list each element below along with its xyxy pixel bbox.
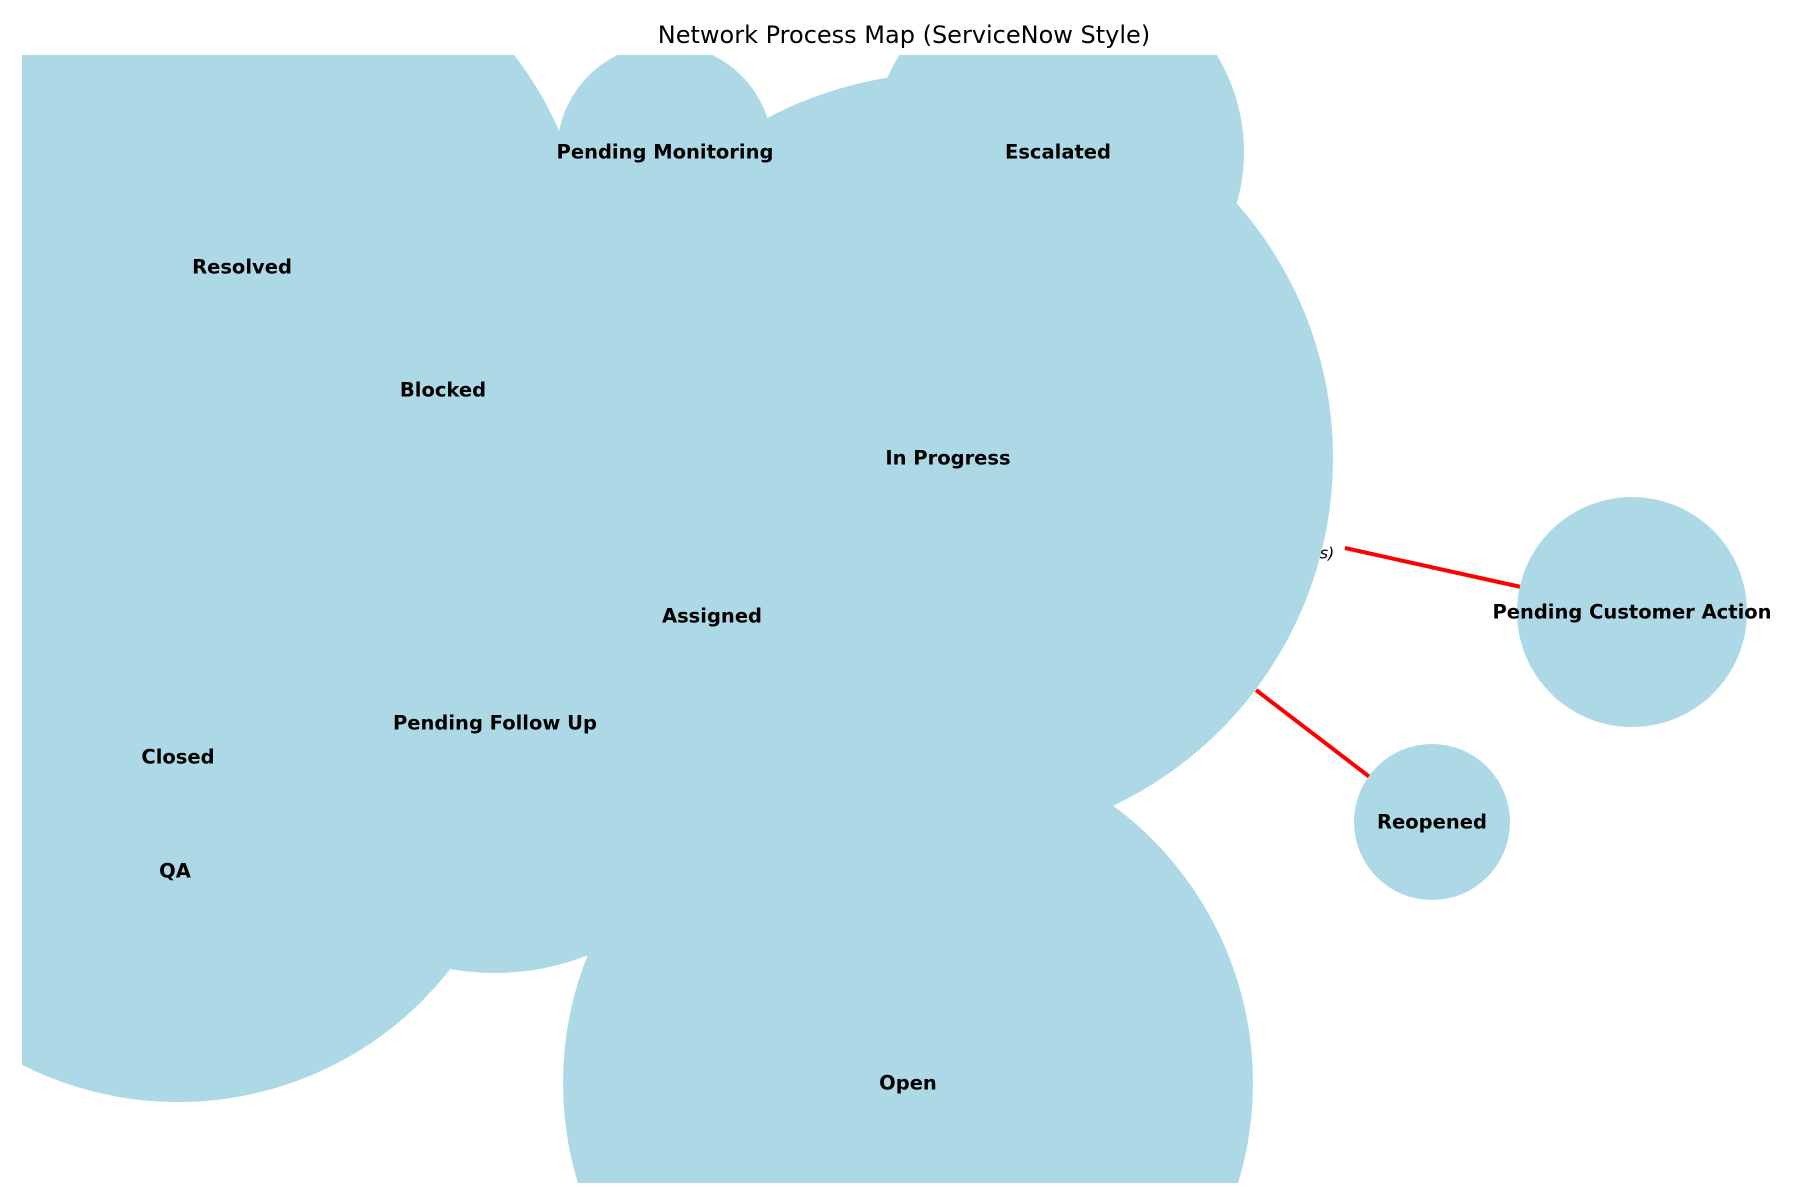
node-label-escalated: Escalated: [1005, 141, 1111, 164]
node-label-pending-monitoring: Pending Monitoring: [557, 141, 774, 164]
node-reopened: [1354, 744, 1510, 900]
node-label-closed: Closed: [141, 746, 214, 769]
edge-label-in-progress-to-pending-customer-action: s): [1320, 544, 1335, 563]
label-layer: s) Resolved Closed QA Blocked Pending Follow …: [141, 141, 1771, 1095]
diagram-title: Network Process Map (ServiceNow Style): [658, 21, 1150, 49]
node-label-open: Open: [879, 1072, 937, 1095]
node-pending-monitoring: [557, 55, 773, 260]
node-label-resolved: Resolved: [192, 256, 292, 279]
node-layer: [22, 55, 1747, 1183]
edge-layer: [1254, 546, 1522, 780]
edge-in-progress-to-pending-customer-action: [1344, 546, 1522, 589]
node-label-assigned: Assigned: [662, 605, 762, 628]
node-label-blocked: Blocked: [400, 379, 486, 402]
node-escalated: [872, 55, 1244, 338]
node-label-pending-follow-up: Pending Follow Up: [393, 712, 597, 735]
node-label-in-progress: In Progress: [885, 447, 1010, 470]
node-label-qa: QA: [159, 860, 191, 883]
edge-in-progress-to-reopened: [1254, 688, 1373, 780]
node-label-reopened: Reopened: [1377, 811, 1487, 834]
node-label-pending-customer-action: Pending Customer Action: [1492, 601, 1771, 624]
node-pending-customer-action: [1517, 497, 1747, 727]
